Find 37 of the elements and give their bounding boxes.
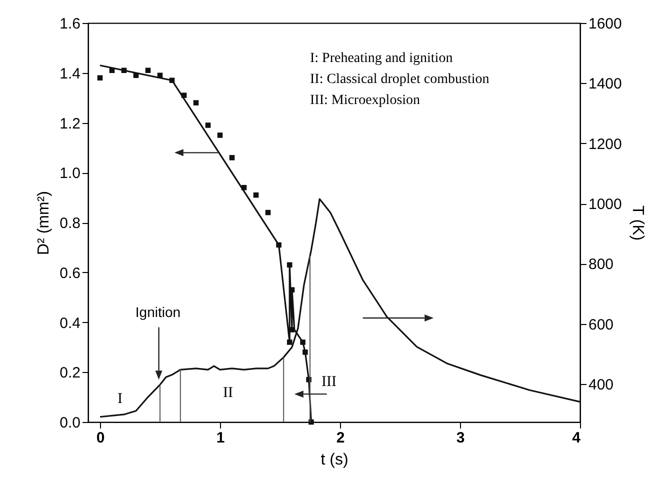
y2-tick-label: 1000: [588, 196, 622, 214]
annotation: III: Microexplosion: [310, 93, 420, 108]
x-tick-label: 2: [336, 430, 345, 446]
y-tick-label: 1.6: [60, 16, 80, 32]
y2-tick-label: 1200: [588, 136, 622, 153]
point: [97, 75, 103, 81]
x-tick-label: 1: [216, 430, 225, 446]
y-tick-label: 1.0: [60, 165, 80, 182]
annotation: II: [223, 385, 233, 401]
y-tick-label: 0.6: [60, 264, 80, 282]
annotation: I: [118, 391, 122, 407]
y2-tick-label: 400: [588, 376, 614, 394]
x-tick-label: 3: [456, 430, 465, 446]
point: [193, 100, 199, 106]
point: [205, 122, 211, 128]
annotation: Ignition: [135, 304, 181, 320]
point: [229, 155, 235, 160]
x-axis-title: t (s): [320, 452, 348, 468]
point: [217, 132, 223, 138]
y2-axis-title: T (K): [628, 205, 646, 241]
y-tick-label: 0.4: [60, 314, 80, 332]
y-tick-label: 0.0: [60, 414, 80, 432]
annotation: III: [322, 374, 336, 390]
y-tick-label: 0.8: [60, 215, 80, 232]
y2-tick-label: 600: [588, 316, 614, 334]
annotation: II: Classical droplet combustion: [310, 72, 490, 87]
point: [145, 68, 151, 74]
y-axis-title: D² (mm²): [36, 191, 53, 255]
y2-tick-label: 1400: [588, 76, 622, 93]
x-tick-label: 0: [96, 430, 105, 446]
annotation: I: Preheating and ignition: [310, 51, 453, 66]
x-tick-label: 4: [572, 430, 582, 446]
y-tick-label: 0.2: [60, 364, 80, 382]
y-tick-label: 1.2: [60, 115, 80, 132]
y2-tick-label: 800: [588, 256, 614, 274]
y2-tick-label: 1600: [588, 16, 622, 32]
y-tick-label: 1.4: [60, 65, 80, 82]
